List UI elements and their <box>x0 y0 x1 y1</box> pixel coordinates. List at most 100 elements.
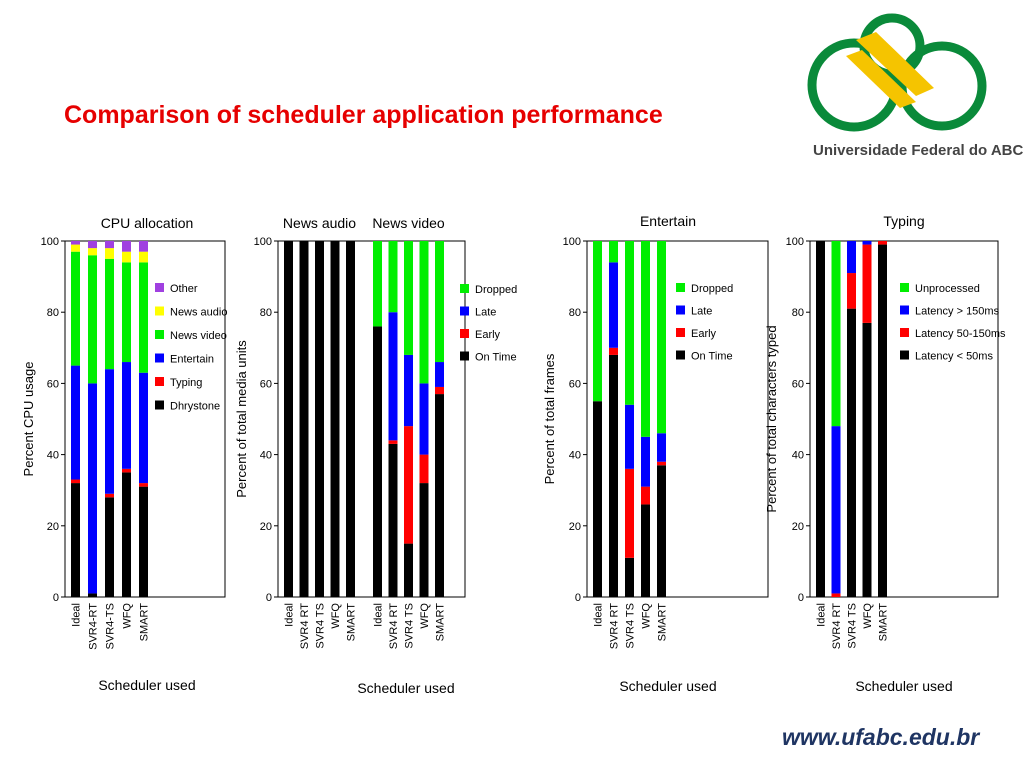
plot-frame <box>277 240 466 598</box>
legend-label: Dropped <box>691 283 733 295</box>
bar-segment-on-time <box>388 443 398 597</box>
bar-segment-latency-150ms <box>862 241 872 245</box>
legend-label: Early <box>475 329 501 341</box>
bar-segment-latency-50ms <box>862 322 872 597</box>
legend-label: Latency > 150ms <box>915 306 1000 318</box>
plot-frame <box>809 240 999 598</box>
legend-label: Early <box>691 328 717 340</box>
bar-segment-late <box>625 404 634 469</box>
chart-2: 0 20 40 60 80 100 Percent of total media units… <box>234 215 517 696</box>
legend-label: Typing <box>170 377 202 389</box>
bar-segment-other <box>122 241 131 252</box>
legend-swatch <box>460 351 469 361</box>
y-tick-label: 40 <box>260 450 272 462</box>
legend-swatch <box>460 284 469 293</box>
y-tick-label: 80 <box>260 307 272 319</box>
bar-segment-early <box>625 468 634 558</box>
legend-swatch <box>155 283 164 292</box>
legend-label: Late <box>475 307 496 319</box>
bar-segment-news-video <box>71 251 80 366</box>
legend-swatch <box>900 305 909 315</box>
bar-segment-on-time <box>373 326 382 597</box>
bar-segment-early <box>388 440 398 444</box>
category-label: SVR4-TS <box>105 603 117 649</box>
bar-segment-dhrystone <box>88 593 97 597</box>
legend-label: On Time <box>475 352 517 364</box>
bar-segment-entertain <box>88 383 97 594</box>
category-label: WFQ <box>330 603 342 629</box>
category-label: WFQ <box>862 603 874 629</box>
bar-segment-other <box>105 241 114 249</box>
bar-segment-dropped <box>435 241 444 363</box>
bar-segment-news-audio <box>88 248 97 256</box>
legend-label: Other <box>170 283 198 295</box>
bar-segment-other <box>71 241 80 245</box>
y-tick-label: 20 <box>47 521 59 533</box>
bar-segment-news-video <box>139 262 148 373</box>
legend-swatch <box>900 283 909 292</box>
category-label: WFQ <box>641 603 653 629</box>
bar-segment-early <box>641 486 650 505</box>
y-axis-label: Percent of total media units <box>234 340 249 498</box>
bar-segment-typing <box>122 468 131 473</box>
y-tick-label: 40 <box>792 450 804 462</box>
bar-segment-on-time <box>657 465 666 597</box>
y-tick-label: 80 <box>47 307 59 319</box>
bar-segment-late <box>641 436 650 487</box>
bar-segment-entertain <box>139 372 148 484</box>
bar-segment-late <box>388 312 398 441</box>
legend-swatch <box>676 305 685 315</box>
bar-segment-latency-50-150ms <box>862 244 872 323</box>
y-tick-label: 60 <box>260 378 272 390</box>
bar-segment-on-time <box>330 241 340 597</box>
category-label: SMART <box>139 603 151 642</box>
category-label: SVR4-RT <box>88 603 100 650</box>
legend-label: News video <box>170 330 227 342</box>
footer-url[interactable]: www.ufabc.edu.br <box>782 724 980 750</box>
bar-segment-news-audio <box>105 248 114 259</box>
category-label: SMART <box>657 603 669 642</box>
legend-swatch <box>900 328 909 337</box>
bar-segment-late <box>435 362 444 387</box>
legend-label: Latency < 50ms <box>915 351 993 363</box>
bar-segment-dropped <box>419 241 429 384</box>
bar-segment-latency-150ms <box>847 241 856 274</box>
university-name: Universidade Federal do ABC <box>813 142 1024 159</box>
legend-swatch <box>676 350 685 360</box>
bar-segment-dropped <box>625 241 634 405</box>
x-axis-label: Scheduler used <box>357 680 454 696</box>
category-label: SVR4 RT <box>299 603 311 650</box>
bar-segment-early <box>404 426 413 544</box>
bar-segment-news-audio <box>71 244 80 252</box>
y-tick-label: 80 <box>569 307 581 319</box>
chart-title: CPU allocation <box>101 215 194 231</box>
bar-segment-dropped <box>609 241 618 263</box>
bar-segment-dropped <box>641 241 650 437</box>
bar-segment-dropped <box>593 241 602 402</box>
legend-label: Unprocessed <box>915 283 980 295</box>
bar-segment-late <box>404 354 413 427</box>
x-axis-label: Scheduler used <box>619 678 716 694</box>
legend-swatch <box>155 330 164 339</box>
bar-segment-news-video <box>122 262 131 363</box>
logo-yellow-stripe-2 <box>846 50 916 108</box>
chart-3: 0 20 40 60 80 100 Percent of total frames Sched… <box>542 213 769 694</box>
y-tick-label: 20 <box>792 521 804 533</box>
y-tick-label: 0 <box>798 592 804 604</box>
bar-segment-news-audio <box>139 251 148 263</box>
bar-segment-on-time <box>299 241 309 597</box>
category-label: SVR4 RT <box>609 603 621 650</box>
y-tick-label: 100 <box>786 236 804 248</box>
bar-segment-early <box>657 461 666 466</box>
bar-segment-late <box>657 433 666 462</box>
chart-1: 0 20 40 60 80 100 Percent CPU usage Scheduler u… <box>21 215 227 693</box>
x-axis-label: Scheduler used <box>855 678 952 694</box>
legend-label: On Time <box>691 351 733 363</box>
y-tick-label: 0 <box>266 592 272 604</box>
y-tick-label: 20 <box>260 521 272 533</box>
bar-segment-on-time <box>315 241 324 597</box>
y-tick-label: 0 <box>575 592 581 604</box>
bar-segment-early <box>435 386 444 395</box>
bar-segment-latency-50ms <box>878 244 887 597</box>
legend-label: Latency 50-150ms <box>915 328 1006 340</box>
